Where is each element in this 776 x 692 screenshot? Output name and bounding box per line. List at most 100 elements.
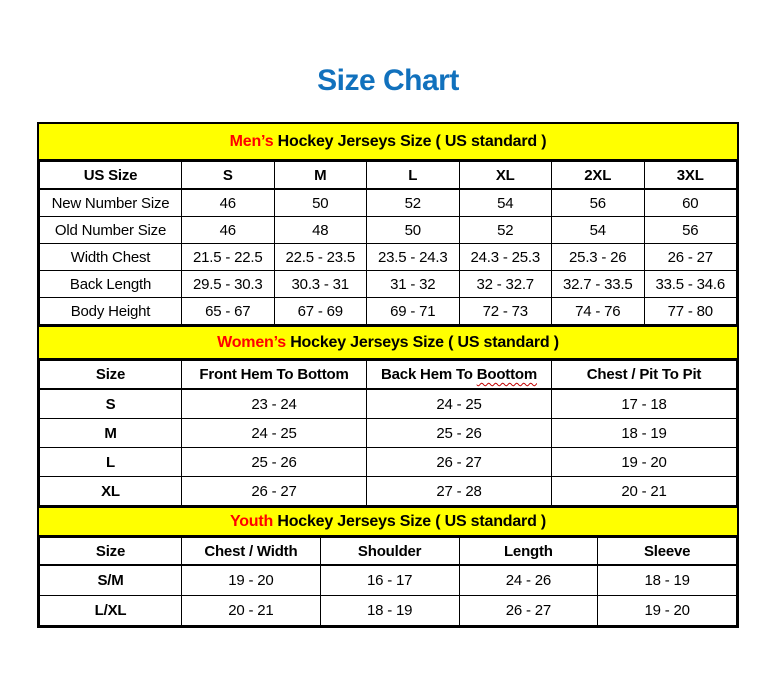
column-header: 3XL — [643, 161, 737, 190]
row-label-cell: Old Number Size — [39, 216, 182, 244]
value-cell: 24 - 25 — [181, 418, 367, 448]
section-band-highlight: Men’s — [229, 132, 274, 150]
row-label-cell: M — [39, 418, 182, 448]
table-row: XL 26 - 27 27 - 28 20 - 21 — [39, 476, 737, 506]
value-cell: 77 - 80 — [643, 297, 737, 325]
table-row: S/M 19 - 20 16 - 17 24 - 26 18 - 19 — [39, 564, 737, 596]
value-cell: 69 - 71 — [366, 297, 460, 325]
column-header: Size — [39, 537, 182, 566]
mens-table: US Size S M L XL 2XL 3XL New Number Size 46 50 52 5… — [39, 161, 737, 325]
value-cell: 23 - 24 — [181, 388, 367, 419]
value-cell: 32.7 - 33.5 — [551, 270, 645, 298]
womens-table: Size Front Hem To Bottom Back Hem To Boott… — [39, 360, 737, 506]
value-cell: 18 - 19 — [551, 418, 737, 448]
value-cell: 31 - 32 — [366, 270, 460, 298]
value-cell: 26 - 27 — [643, 243, 737, 271]
page-title: Size Chart — [317, 64, 459, 97]
value-cell: 19 - 20 — [551, 447, 737, 477]
column-header: Front Hem To Bottom — [181, 360, 367, 390]
value-cell: 24.3 - 25.3 — [458, 243, 552, 271]
column-header: XL — [458, 161, 552, 190]
row-label-cell: Back Length — [39, 270, 182, 298]
value-cell: 29.5 - 30.3 — [181, 270, 275, 298]
value-cell: 52 — [366, 188, 460, 217]
value-cell: 72 - 73 — [458, 297, 552, 325]
value-cell: 25 - 26 — [181, 447, 367, 477]
size-chart-tables: Men’s Hockey Jerseys Size ( US standard … — [37, 122, 739, 628]
section-band-text: Hockey Jerseys Size ( US standard ) — [273, 132, 547, 150]
value-cell: 48 — [273, 216, 367, 244]
value-cell: 46 — [181, 188, 275, 217]
row-label-cell: S — [39, 388, 182, 419]
size-chart-page: Size Chart Men’s Hockey Jerseys Size ( U… — [37, 64, 739, 628]
value-cell: 50 — [273, 188, 367, 217]
value-cell: 26 - 27 — [458, 595, 599, 626]
value-cell: 60 — [643, 188, 737, 217]
table-row: Body Height 65 - 67 67 - 69 69 - 71 72 - 73 7… — [39, 297, 737, 325]
value-cell: 19 - 20 — [597, 595, 737, 626]
row-label-cell: XL — [39, 476, 182, 506]
value-cell: 21.5 - 22.5 — [181, 243, 275, 271]
table-row: New Number Size 46 50 52 54 56 60 — [39, 188, 737, 217]
table-row: S 23 - 24 24 - 25 17 - 18 — [39, 388, 737, 419]
mens-section-band: Men’s Hockey Jerseys Size ( US standard … — [39, 124, 737, 161]
column-header: Back Hem To Boottom — [366, 360, 552, 390]
column-header-text: Back Hem To — [381, 366, 477, 383]
value-cell: 19 - 20 — [181, 564, 321, 596]
value-cell: 26 - 27 — [181, 476, 367, 506]
youth-section-band: Youth Hockey Jerseys Size ( US standard … — [39, 506, 737, 537]
womens-section-band: Women’s Hockey Jerseys Size ( US standar… — [39, 325, 737, 360]
youth-table: Size Chest / Width Shoulder Length Sleeve S/M… — [39, 537, 737, 626]
value-cell: 24 - 25 — [366, 388, 552, 419]
value-cell: 52 — [458, 216, 552, 244]
table-row: Width Chest 21.5 - 22.5 22.5 - 23.5 23.5 - … — [39, 243, 737, 271]
value-cell: 33.5 - 34.6 — [643, 270, 737, 298]
row-label-cell: L — [39, 447, 182, 477]
value-cell: 20 - 21 — [181, 595, 321, 626]
value-cell: 30.3 - 31 — [273, 270, 367, 298]
value-cell: 74 - 76 — [551, 297, 645, 325]
table-row: L/XL 20 - 21 18 - 19 26 - 27 19 - 20 — [39, 595, 737, 626]
value-cell: 25.3 - 26 — [551, 243, 645, 271]
value-cell: 18 - 19 — [319, 595, 460, 626]
value-cell: 54 — [551, 216, 645, 244]
value-cell: 56 — [643, 216, 737, 244]
value-cell: 46 — [181, 216, 275, 244]
row-label-cell: Body Height — [39, 297, 182, 325]
column-header: Shoulder — [319, 537, 460, 566]
mens-section: Men’s Hockey Jerseys Size ( US standard … — [39, 124, 737, 325]
value-cell: 17 - 18 — [551, 388, 737, 419]
womens-section: Women’s Hockey Jerseys Size ( US standar… — [39, 325, 737, 506]
section-band-text: Hockey Jerseys Size ( US standard ) — [273, 512, 547, 530]
section-band-text: Hockey Jerseys Size ( US standard ) — [285, 333, 559, 351]
youth-section: Youth Hockey Jerseys Size ( US standard … — [39, 506, 737, 626]
value-cell: 54 — [458, 188, 552, 217]
column-header: Length — [458, 537, 599, 566]
column-header: L — [366, 161, 460, 190]
header-row: Size Chest / Width Shoulder Length Sleeve — [39, 537, 737, 566]
value-cell: 23.5 - 24.3 — [366, 243, 460, 271]
column-header: Sleeve — [597, 537, 737, 566]
value-cell: 50 — [366, 216, 460, 244]
header-row: Size Front Hem To Bottom Back Hem To Boott… — [39, 360, 737, 390]
section-band-highlight: Youth — [229, 512, 274, 530]
section-band-highlight: Women’s — [217, 333, 286, 351]
table-row: Back Length 29.5 - 30.3 30.3 - 31 31 - 32 32… — [39, 270, 737, 298]
column-header: S — [181, 161, 275, 190]
value-cell: 16 - 17 — [319, 564, 460, 596]
row-label-cell: New Number Size — [39, 188, 182, 217]
row-label-cell: Width Chest — [39, 243, 182, 271]
value-cell: 25 - 26 — [366, 418, 552, 448]
value-cell: 32 - 32.7 — [458, 270, 552, 298]
value-cell: 18 - 19 — [597, 564, 737, 596]
column-header: Chest / Width — [181, 537, 321, 566]
table-row: M 24 - 25 25 - 26 18 - 19 — [39, 418, 737, 448]
column-header: Size — [39, 360, 182, 390]
value-cell: 67 - 69 — [273, 297, 367, 325]
row-label-cell: S/M — [39, 564, 182, 596]
row-label-cell: L/XL — [39, 595, 182, 626]
column-header: M — [273, 161, 367, 190]
column-header: 2XL — [551, 161, 645, 190]
value-cell: 22.5 - 23.5 — [273, 243, 367, 271]
column-header: US Size — [39, 161, 182, 190]
